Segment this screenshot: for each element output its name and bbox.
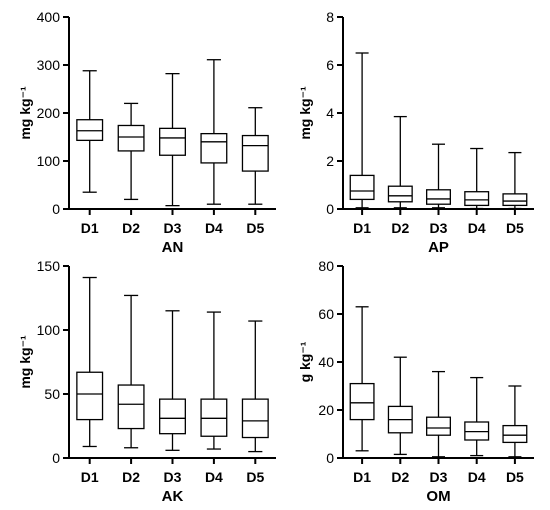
x-axis-title: AP <box>428 239 449 256</box>
box-d5: D5 <box>502 151 528 236</box>
y-axis-title: mg kg⁻¹ <box>297 86 313 140</box>
y-tick-label: 300 <box>37 57 61 73</box>
x-axis-title: AK <box>162 488 184 505</box>
box-d4: D4 <box>464 376 490 485</box>
iqr-box <box>464 191 490 207</box>
y-tick-label: 40 <box>318 354 334 370</box>
x-tick-label: D1 <box>81 469 99 485</box>
box-d1: D1 <box>349 52 375 236</box>
x-tick-label: D2 <box>391 220 409 236</box>
box-d2: D2 <box>387 356 413 485</box>
box-d1: D1 <box>76 70 104 236</box>
y-tick-label: 0 <box>52 201 60 217</box>
x-tick-label: D4 <box>468 220 486 236</box>
x-tick-label: D3 <box>164 469 182 485</box>
x-tick-label: D5 <box>246 220 264 236</box>
box-d5: D5 <box>241 107 269 236</box>
y-axis-title: mg kg⁻¹ <box>17 335 33 389</box>
y-tick-label: 150 <box>37 258 61 274</box>
x-tick-label: D1 <box>81 220 99 236</box>
iqr-box <box>349 382 375 421</box>
y-tick-label: 4 <box>326 105 334 121</box>
x-tick-label: D2 <box>391 469 409 485</box>
y-tick-label: 100 <box>37 153 61 169</box>
x-tick-label: D4 <box>205 220 223 236</box>
box-d2: D2 <box>117 102 145 236</box>
y-tick-label: 6 <box>326 57 334 73</box>
iqr-box <box>117 124 145 152</box>
x-tick-label: D1 <box>353 220 371 236</box>
box-d3: D3 <box>426 370 451 485</box>
y-axis-title: mg kg⁻¹ <box>17 86 33 140</box>
x-tick-label: D1 <box>353 469 371 485</box>
x-tick-label: D3 <box>164 220 182 236</box>
y-tick-label: 8 <box>326 9 334 25</box>
box-d5: D5 <box>502 385 528 485</box>
y-tick-label: 0 <box>326 450 334 466</box>
y-tick-label: 20 <box>318 402 334 418</box>
iqr-box <box>241 134 269 172</box>
y-tick-label: 400 <box>37 9 61 25</box>
y-tick-label: 0 <box>52 450 60 466</box>
box-d4: D4 <box>200 311 228 485</box>
y-tick-label: 50 <box>44 386 60 402</box>
box-d4: D4 <box>200 59 228 236</box>
iqr-box <box>159 398 186 435</box>
y-axis-title: g kg⁻¹ <box>297 341 313 382</box>
box-d2: D2 <box>117 294 145 485</box>
x-tick-label: D5 <box>506 469 524 485</box>
box-d1: D1 <box>76 276 104 485</box>
box-d5: D5 <box>241 320 269 485</box>
x-tick-label: D2 <box>122 469 140 485</box>
panel-om: 0 20 40 60 80 g kg⁻¹ D1 D2 D3 D4 D5 OM <box>297 258 534 505</box>
iqr-box <box>241 398 269 439</box>
iqr-box <box>200 132 228 164</box>
iqr-box <box>502 424 528 444</box>
box-d1: D1 <box>349 306 375 485</box>
iqr-box <box>159 127 186 156</box>
iqr-box <box>349 174 375 201</box>
x-axis-title: OM <box>426 488 450 505</box>
y-tick-label: 200 <box>37 105 61 121</box>
box-d4: D4 <box>464 147 490 236</box>
iqr-box <box>76 119 104 142</box>
y-tick-label: 0 <box>326 201 334 217</box>
x-tick-label: D2 <box>122 220 140 236</box>
y-tick-label: 100 <box>37 322 61 338</box>
panel-an: 0 100 200 300 400 mg kg⁻¹ D1 D2 D3 D4 D5 AN <box>17 9 276 256</box>
box-d3: D3 <box>426 143 451 236</box>
y-tick-label: 80 <box>318 258 334 274</box>
iqr-box <box>387 185 413 203</box>
box-d3: D3 <box>159 72 186 236</box>
y-tick-label: 2 <box>326 153 334 169</box>
x-tick-label: D4 <box>468 469 486 485</box>
x-tick-label: D4 <box>205 469 223 485</box>
x-tick-label: D3 <box>430 220 448 236</box>
iqr-box <box>117 384 145 430</box>
y-tick-label: 60 <box>318 306 334 322</box>
iqr-box <box>76 371 104 421</box>
iqr-box <box>426 416 451 436</box>
iqr-box <box>426 189 451 205</box>
x-tick-label: D5 <box>506 220 524 236</box>
iqr-box <box>502 193 528 207</box>
panel-ak: 0 50 100 150 mg kg⁻¹ D1 D2 D3 D4 D5 AK <box>17 258 276 505</box>
x-tick-label: D5 <box>246 469 264 485</box>
x-tick-label: D3 <box>430 469 448 485</box>
box-d3: D3 <box>159 310 186 485</box>
box-d2: D2 <box>387 115 413 236</box>
panel-ap: 0 2 4 6 8 mg kg⁻¹ D1 D2 D3 D4 D5 AP <box>297 9 534 256</box>
x-axis-title: AN <box>162 239 184 256</box>
